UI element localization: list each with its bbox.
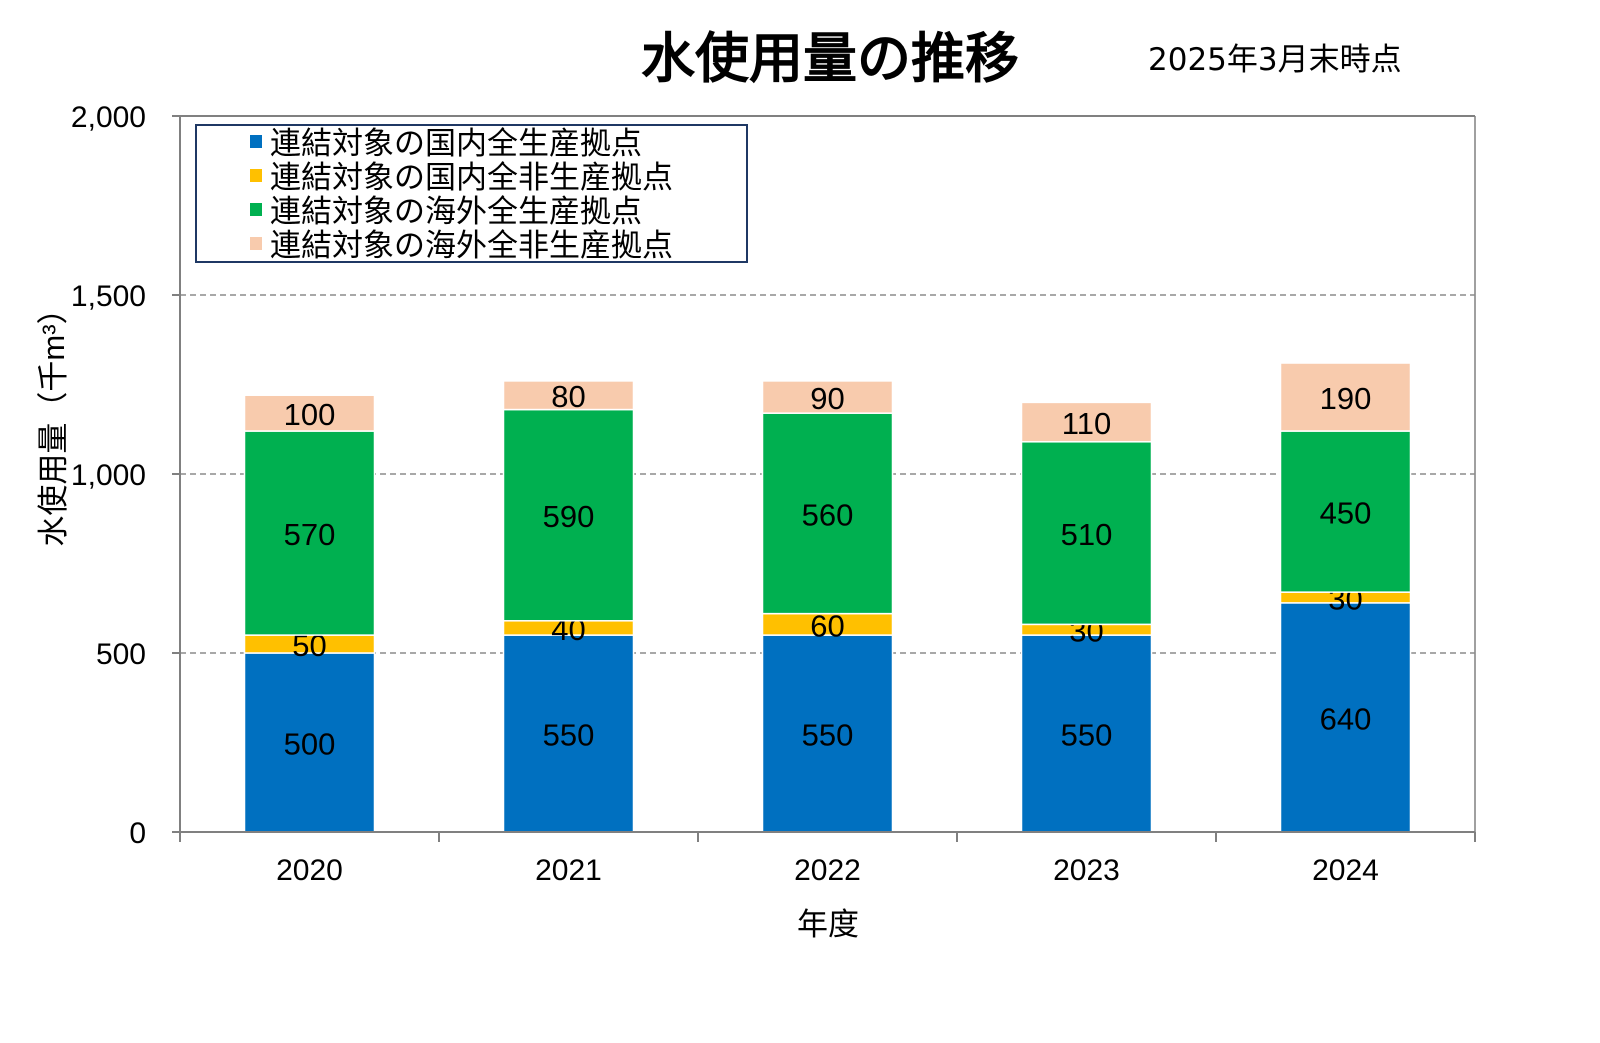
bar-segment	[1020, 441, 1153, 626]
bar-segment	[502, 380, 635, 411]
legend-label: 連結対象の海外全生産拠点	[270, 194, 642, 229]
chart-subtitle: 2025年3月末時点	[1148, 42, 1402, 78]
bar-segment	[243, 394, 376, 432]
legend-swatch	[250, 203, 262, 216]
data-label: 450	[1320, 496, 1372, 531]
legend-swatch	[250, 135, 262, 148]
y-tick-label: 1,000	[71, 459, 146, 492]
bar-segment	[1279, 430, 1412, 593]
y-tick-label: 2,000	[71, 101, 146, 134]
data-label: 510	[1061, 517, 1113, 552]
bar-segment	[502, 408, 635, 622]
data-label: 500	[284, 727, 336, 762]
y-tick-label: 500	[96, 638, 146, 671]
bar-segment	[761, 634, 894, 833]
legend-swatch	[250, 237, 262, 250]
data-label: 590	[543, 499, 595, 534]
data-label: 560	[802, 497, 854, 532]
data-label: 80	[551, 379, 585, 414]
bar-segment	[502, 634, 635, 833]
legend-swatch	[250, 169, 262, 182]
y-axis-label: 水使用量（千m³）	[36, 293, 71, 546]
bar-segment	[243, 652, 376, 833]
data-label: 190	[1320, 381, 1372, 416]
x-tick-label: 2021	[535, 854, 602, 887]
legend-label: 連結対象の海外全非生産拠点	[270, 228, 673, 263]
x-tick-label: 2024	[1312, 854, 1379, 887]
data-label: 110	[1062, 406, 1111, 441]
bar-segment	[761, 412, 894, 615]
x-axis-label: 年度	[797, 907, 859, 942]
x-tick-label: 2020	[276, 854, 343, 887]
data-label: 640	[1320, 701, 1372, 736]
data-label: 550	[802, 718, 854, 753]
data-label: 90	[810, 381, 844, 416]
chart-title: 水使用量の推移	[641, 27, 1019, 90]
legend-label: 連結対象の国内全非生産拠点	[270, 160, 673, 195]
data-label: 550	[543, 718, 595, 753]
legend-box	[195, 124, 748, 263]
bar-segment	[761, 380, 894, 414]
bar-segment	[1020, 401, 1153, 443]
bar-segment	[1279, 362, 1412, 432]
data-label: 570	[284, 517, 336, 552]
bar-segment	[243, 430, 376, 636]
data-label: 100	[284, 397, 336, 432]
y-tick-label: 0	[129, 817, 146, 850]
y-tick-label: 1,500	[71, 280, 146, 313]
x-tick-label: 2022	[794, 854, 861, 887]
legend-label: 連結対象の国内全生産拠点	[270, 126, 642, 161]
x-tick-label: 2023	[1053, 854, 1120, 887]
data-label: 550	[1061, 718, 1113, 753]
